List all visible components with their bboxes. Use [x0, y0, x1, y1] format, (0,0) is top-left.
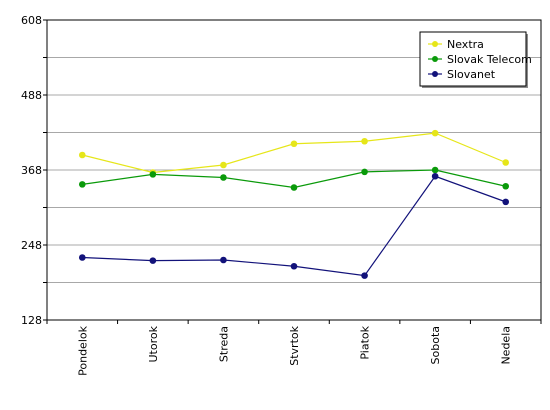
data-point	[290, 262, 298, 270]
series-slovanet	[78, 172, 510, 279]
data-point	[431, 129, 439, 137]
y-axis-ticks: 128 248 368 488 608	[21, 14, 47, 327]
data-point	[361, 137, 368, 145]
x-tick-label: Utorok	[147, 325, 160, 362]
x-tick-label: Streda	[217, 326, 230, 362]
data-point	[502, 198, 510, 206]
data-point	[502, 159, 510, 166]
data-point	[220, 174, 227, 181]
data-point	[361, 272, 368, 279]
series-line	[82, 132, 506, 174]
data-point	[361, 168, 368, 176]
series-slovak-telecom	[78, 166, 510, 191]
y-tick-label: 248	[21, 239, 42, 252]
x-tick-label: Stvrtok	[288, 325, 301, 365]
data-point	[220, 161, 227, 169]
data-point	[78, 181, 86, 188]
legend-swatch-marker	[432, 41, 438, 47]
data-point	[149, 257, 157, 264]
data-point	[502, 182, 510, 190]
series-lines	[78, 129, 510, 279]
y-tick-label: 128	[21, 314, 42, 327]
y-tick-label: 368	[21, 164, 42, 177]
legend: Nextra Slovak Telecom Slovanet	[419, 31, 532, 88]
data-point	[431, 172, 439, 180]
y-tick-label: 488	[21, 89, 42, 102]
data-point	[290, 140, 298, 148]
x-axis-ticks: Pondelok Utorok Streda Stvrtok Piatok Sobota N…	[46, 320, 542, 376]
legend-swatch-marker	[432, 56, 438, 62]
x-tick-label: Piatok	[359, 325, 372, 359]
series-line	[82, 175, 506, 277]
y-tick-label: 608	[21, 14, 42, 27]
data-point	[78, 254, 86, 261]
x-tick-label: Sobota	[429, 326, 442, 364]
data-point	[149, 171, 157, 178]
legend-label: Nextra	[447, 38, 484, 51]
legend-label: Slovanet	[447, 68, 496, 81]
legend-label: Slovak Telecom	[447, 53, 532, 66]
x-tick-label: Nedela	[500, 326, 513, 365]
data-point	[290, 184, 298, 191]
data-point	[78, 151, 86, 159]
grid-lines	[47, 57, 541, 283]
data-point	[431, 166, 439, 174]
x-tick-label: Pondelok	[76, 325, 89, 375]
series-nextra	[78, 129, 510, 176]
data-point	[220, 256, 227, 264]
legend-swatch-marker	[432, 71, 438, 77]
